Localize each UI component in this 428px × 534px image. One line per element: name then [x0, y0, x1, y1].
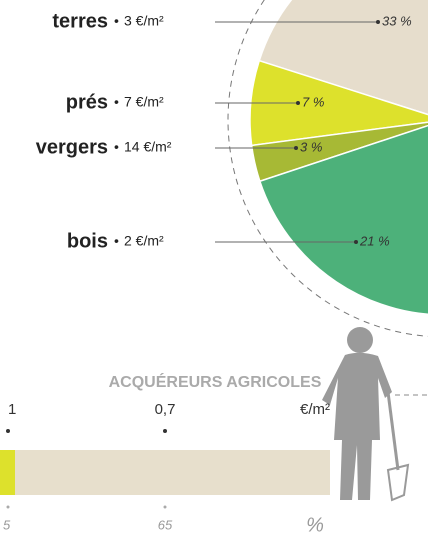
bullet: • [114, 94, 119, 110]
bullet: • [114, 233, 119, 249]
category-name: prés [66, 91, 108, 113]
bullet: • [114, 13, 119, 29]
infographic: ACQUÉREURS AGRICOLES terres • 3 €/m² 33 % pr… [0, 0, 428, 534]
category-name: vergers [36, 136, 108, 158]
pie [228, 0, 428, 337]
leader-dot [294, 146, 298, 150]
percent-label: 33 % [382, 13, 412, 28]
price-label: 3 €/m² [124, 13, 164, 29]
price-tick-label: €/m² [300, 401, 330, 418]
section-title: ACQUÉREURS AGRICOLES [109, 372, 322, 391]
price-tick-label: 0,7 [155, 401, 176, 418]
percent-tick-label: 5 [3, 517, 11, 532]
percent-label: 7 % [302, 94, 324, 109]
leader-dot [296, 101, 300, 105]
bullet: • [114, 139, 119, 155]
bar-highlight [0, 450, 15, 495]
leader-dot [354, 240, 358, 244]
category-name: terres [52, 10, 108, 32]
price-tick-label: 1 [8, 401, 16, 418]
percent-tick-label: % [306, 514, 324, 534]
farmer-silhouette [322, 327, 408, 500]
bar-bg [15, 450, 330, 495]
price-label: 2 €/m² [124, 233, 164, 249]
percent-dot [164, 506, 167, 509]
percent-label: 3 % [300, 139, 322, 154]
percent-label: 21 % [359, 233, 390, 248]
leader-dot [376, 20, 380, 24]
percent-tick-label: 65 [158, 517, 173, 532]
percent-dot [7, 506, 10, 509]
category-name: bois [67, 230, 108, 252]
price-dot [163, 429, 167, 433]
price-dot [6, 429, 10, 433]
price-label: 7 €/m² [124, 94, 164, 110]
price-label: 14 €/m² [124, 139, 172, 155]
